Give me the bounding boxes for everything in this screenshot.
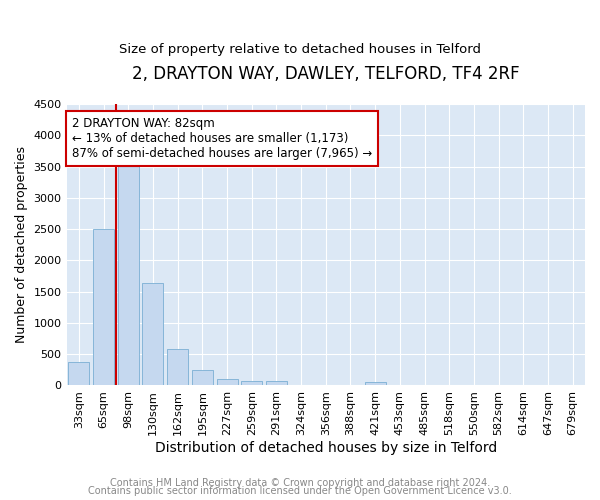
Text: Contains public sector information licensed under the Open Government Licence v3: Contains public sector information licen…: [88, 486, 512, 496]
Text: Size of property relative to detached houses in Telford: Size of property relative to detached ho…: [119, 42, 481, 56]
Y-axis label: Number of detached properties: Number of detached properties: [15, 146, 28, 343]
Bar: [217, 378, 238, 386]
Title: 2, DRAYTON WAY, DAWLEY, TELFORD, TF4 2RF: 2, DRAYTON WAY, DAWLEY, TELFORD, TF4 2RF: [132, 65, 520, 83]
Bar: [118, 152, 139, 386]
Bar: [192, 370, 213, 386]
Bar: [93, 229, 114, 386]
Bar: [167, 348, 188, 386]
Bar: [365, 382, 386, 386]
Bar: [68, 362, 89, 386]
Bar: [266, 381, 287, 386]
Bar: [241, 381, 262, 386]
Text: 2 DRAYTON WAY: 82sqm
← 13% of detached houses are smaller (1,173)
87% of semi-de: 2 DRAYTON WAY: 82sqm ← 13% of detached h…: [72, 116, 372, 160]
Bar: [142, 283, 163, 386]
X-axis label: Distribution of detached houses by size in Telford: Distribution of detached houses by size …: [155, 441, 497, 455]
Text: Contains HM Land Registry data © Crown copyright and database right 2024.: Contains HM Land Registry data © Crown c…: [110, 478, 490, 488]
